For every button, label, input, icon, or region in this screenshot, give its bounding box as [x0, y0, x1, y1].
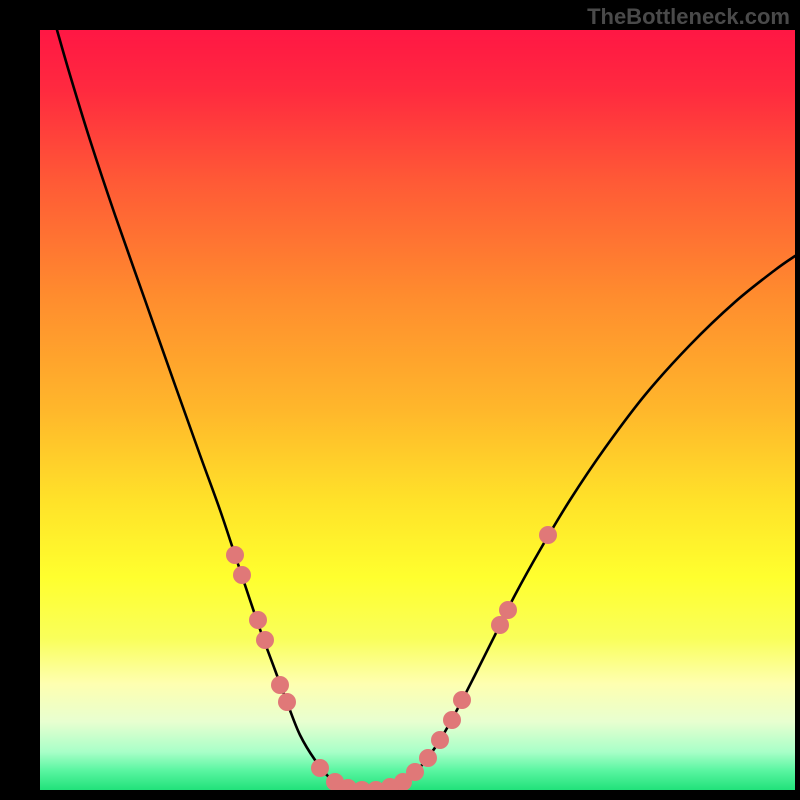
watermark-text: TheBottleneck.com [587, 4, 790, 30]
data-marker [406, 763, 424, 781]
data-marker [499, 601, 517, 619]
gradient-background [40, 30, 795, 790]
data-marker [419, 749, 437, 767]
data-marker [233, 566, 251, 584]
chart-svg [0, 0, 800, 800]
data-marker [311, 759, 329, 777]
data-marker [271, 676, 289, 694]
data-marker [226, 546, 244, 564]
data-marker [443, 711, 461, 729]
data-marker [278, 693, 296, 711]
data-marker [431, 731, 449, 749]
data-marker [256, 631, 274, 649]
data-marker [249, 611, 267, 629]
data-marker [453, 691, 471, 709]
bottleneck-chart [0, 0, 800, 800]
data-marker [539, 526, 557, 544]
